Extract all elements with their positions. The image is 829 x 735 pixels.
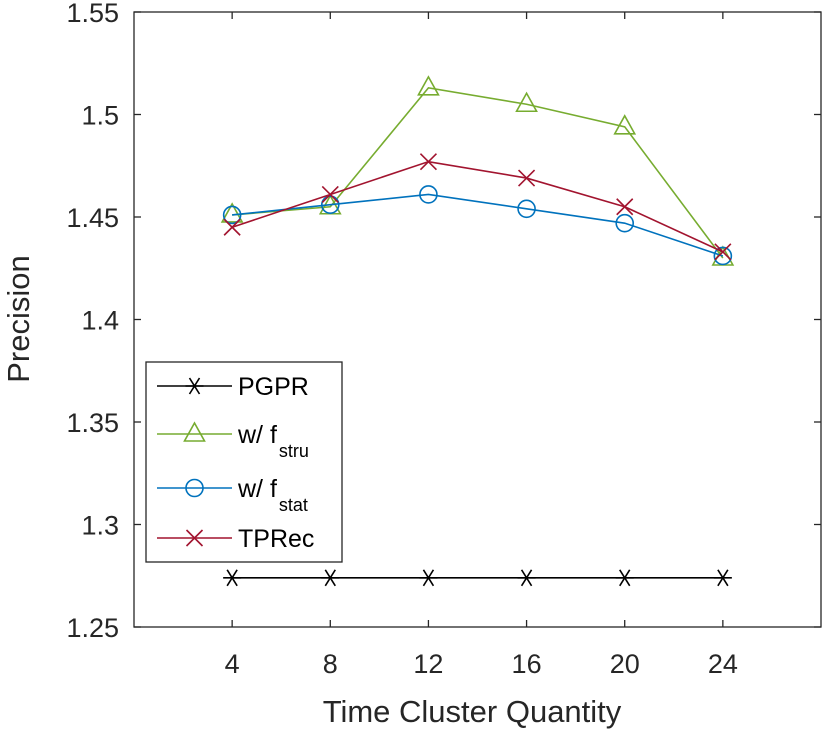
series-tprec xyxy=(223,153,732,261)
series-line xyxy=(231,160,724,253)
y-axis-ticks: 1.25 1.3 1.35 1.4 1.45 1.5 1.55 xyxy=(66,0,821,643)
data-point xyxy=(320,195,340,214)
data-point xyxy=(713,246,733,266)
series-w-f-stru xyxy=(220,75,735,266)
data-point xyxy=(713,569,732,587)
data-point xyxy=(518,169,536,187)
data-point xyxy=(714,243,732,261)
y-axis-title: Precision xyxy=(1,255,36,383)
y-tick-label: 1.35 xyxy=(66,408,119,438)
data-point xyxy=(222,205,242,225)
legend-label: TPRec xyxy=(238,525,314,553)
legend: PGPR w/ fstru w/ fstat TPRec xyxy=(145,361,343,563)
data-point xyxy=(223,218,241,236)
x-tick-label: 4 xyxy=(225,649,240,679)
y-tick-label: 1.4 xyxy=(81,306,119,336)
x-axis-ticks: 4 8 12 16 20 24 xyxy=(225,12,738,679)
x-tick-label: 24 xyxy=(708,649,738,679)
data-point xyxy=(321,569,340,587)
y-tick-label: 1.55 xyxy=(66,0,119,28)
x-tick-label: 8 xyxy=(323,649,338,679)
y-tick-label: 1.25 xyxy=(66,613,119,643)
x-tick-label: 12 xyxy=(413,649,443,679)
legend-marker xyxy=(185,529,204,547)
data-point xyxy=(419,153,437,171)
data-point xyxy=(615,569,634,587)
x-tick-label: 20 xyxy=(610,649,640,679)
data-point xyxy=(419,569,438,587)
data-point xyxy=(616,198,634,216)
data-point xyxy=(223,569,242,587)
series-line xyxy=(232,193,724,257)
legend-item: PGPR xyxy=(157,373,309,401)
data-point xyxy=(517,199,536,219)
data-point xyxy=(220,202,244,223)
data-point xyxy=(517,569,536,587)
legend-box xyxy=(145,361,343,563)
series-line xyxy=(232,86,724,259)
legend-marker xyxy=(185,377,204,395)
legend-label: w/ fstru xyxy=(237,421,309,461)
legend-marker xyxy=(183,421,206,442)
legend-item: TPRec xyxy=(157,525,314,553)
legend-marker xyxy=(185,478,204,498)
y-tick-label: 1.45 xyxy=(66,203,119,233)
legend-label: PGPR xyxy=(238,373,309,401)
series-pgpr xyxy=(223,569,732,587)
legend-item: w/ fstru xyxy=(157,421,309,461)
legend-label: w/ fstat xyxy=(237,475,308,515)
data-point xyxy=(615,213,635,233)
legend-item: w/ fstat xyxy=(157,475,308,515)
x-axis-title: Time Cluster Quantity xyxy=(323,694,622,729)
x-tick-label: 16 xyxy=(512,649,542,679)
data-point xyxy=(417,75,440,96)
data-point xyxy=(419,185,438,204)
y-tick-label: 1.5 xyxy=(81,101,119,131)
data-point xyxy=(515,91,538,113)
y-tick-label: 1.3 xyxy=(81,511,119,541)
series-layer xyxy=(220,75,735,587)
series-w-f-stat xyxy=(222,185,733,266)
data-point xyxy=(613,114,637,135)
data-point xyxy=(321,185,339,204)
